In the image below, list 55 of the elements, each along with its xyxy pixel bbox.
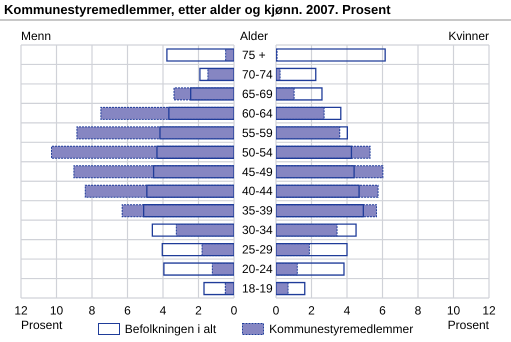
y-tick-label: 65-69 xyxy=(242,86,274,101)
x-axis-title: Prosent xyxy=(21,318,62,332)
bar xyxy=(276,68,316,82)
bar xyxy=(276,242,348,256)
y-tick-label: 18-19 xyxy=(242,282,274,296)
y-tick-label: 50-54 xyxy=(242,145,274,160)
y-tick-label: 35-39 xyxy=(242,204,274,218)
bar xyxy=(203,282,234,296)
bar xyxy=(276,262,345,276)
y-tick-label: 20-24 xyxy=(242,262,274,276)
bar xyxy=(276,48,386,62)
x-axis-title: Prosent xyxy=(448,318,489,332)
bar xyxy=(276,106,342,120)
bar xyxy=(162,242,234,256)
x-tick-label: 2 xyxy=(308,304,316,318)
bar xyxy=(84,184,234,198)
legend-label: Befolkningen i alt xyxy=(124,322,216,336)
x-tick-label: 6 xyxy=(379,304,386,318)
chart-title: Kommunestyremedlemmer, etter alder og kjønn. 2007. Prosent xyxy=(4,2,391,17)
y-tick-label: 70-74 xyxy=(242,67,274,82)
x-tick-label: 10 xyxy=(446,304,460,318)
bar xyxy=(152,224,234,237)
y-tick-label: 60-64 xyxy=(242,106,274,120)
bar xyxy=(51,146,234,159)
chart-subtitle: Menn xyxy=(21,29,52,43)
bar xyxy=(73,165,234,178)
y-axis-title: Alder xyxy=(240,29,268,43)
y-tick-label: 45-49 xyxy=(242,164,274,179)
chart-title: Kvinner xyxy=(448,29,489,43)
bar xyxy=(276,282,306,296)
x-tick-label: 8 xyxy=(88,304,96,318)
bar xyxy=(163,262,234,276)
y-tick-label: 40-44 xyxy=(242,184,274,198)
x-tick-label: 12 xyxy=(14,304,28,318)
x-tick-label: 12 xyxy=(482,304,496,318)
x-tick-label: 0 xyxy=(230,304,238,318)
bar xyxy=(100,106,234,120)
bar xyxy=(166,48,234,62)
bar xyxy=(276,146,371,159)
legend-label: Kommunestyremedlemmer xyxy=(269,322,414,336)
x-tick-label: 10 xyxy=(50,304,64,318)
bar xyxy=(76,126,234,140)
x-tick-label: 0 xyxy=(272,304,280,318)
y-tick-label: 55-59 xyxy=(242,126,274,140)
bar xyxy=(199,68,234,82)
x-tick-label: 4 xyxy=(160,304,167,318)
x-tick-label: 4 xyxy=(344,304,351,318)
bar xyxy=(276,87,323,101)
y-tick-label: 75 + xyxy=(242,48,266,62)
x-tick-label: 8 xyxy=(414,304,422,318)
x-tick-label: 6 xyxy=(124,304,132,318)
bar xyxy=(276,224,357,237)
y-tick-label: 25-29 xyxy=(242,242,274,257)
y-tick-label: 30-34 xyxy=(242,223,274,238)
x-tick-label: 2 xyxy=(195,304,202,318)
